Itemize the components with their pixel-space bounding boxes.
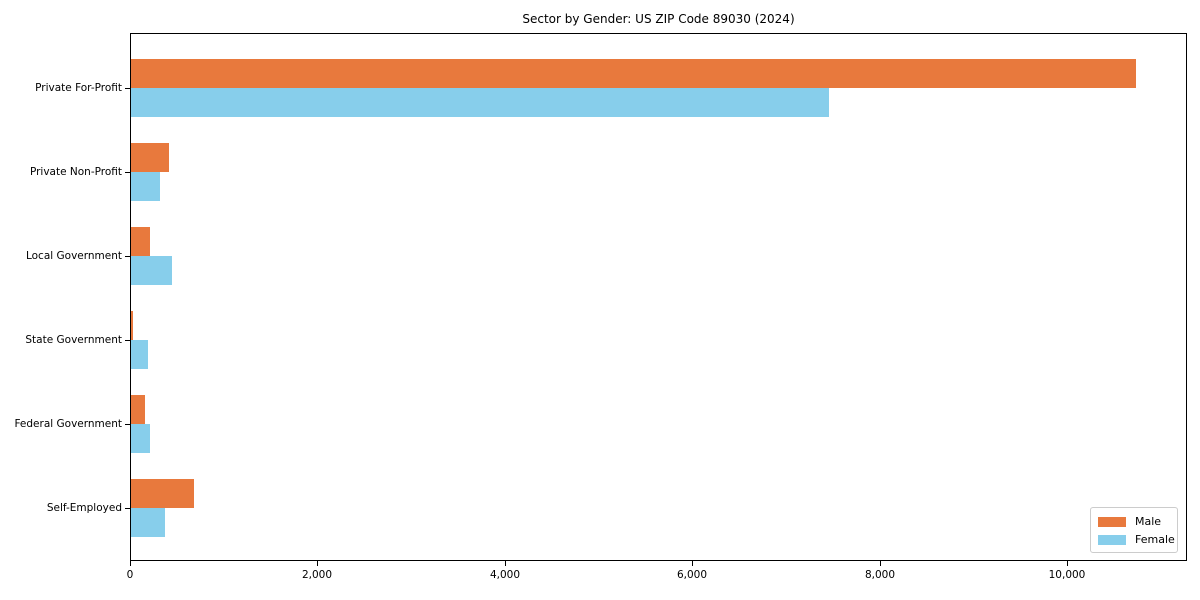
bar-female-federal-government (131, 424, 150, 453)
bar-male-federal-government (131, 395, 145, 424)
xtick-label-2000: 2,000 (301, 569, 333, 581)
ytick-mark-federal-government (125, 424, 130, 425)
bar-female-state-government (131, 340, 148, 369)
legend-label-male: Male (1135, 514, 1162, 528)
xtick-label-4000: 4,000 (489, 569, 521, 581)
bar-female-self-employed (131, 508, 165, 537)
xtick-mark-4000 (505, 561, 506, 566)
bar-male-self-employed (131, 479, 194, 508)
xtick-label-6000: 6,000 (676, 569, 708, 581)
xtick-mark-10000 (1067, 561, 1068, 566)
bar-male-private-non-profit (131, 143, 169, 172)
ytick-label-local-government: Local Government (25, 250, 122, 262)
xtick-mark-0 (130, 561, 131, 566)
ytick-label-state-government: State Government (25, 334, 122, 346)
ytick-mark-state-government (125, 340, 130, 341)
bar-male-local-government (131, 227, 150, 256)
legend-item-male: Male (1098, 514, 1170, 529)
male-color-swatch (1098, 516, 1126, 527)
plot-area (130, 33, 1187, 561)
xtick-label-8000: 8,000 (864, 569, 896, 581)
bar-female-local-government (131, 256, 172, 285)
ytick-mark-private-for-profit (125, 88, 130, 89)
xtick-label-10000: 10,000 (1048, 569, 1086, 581)
bar-male-state-government (131, 311, 133, 340)
xtick-mark-6000 (692, 561, 693, 566)
ytick-label-federal-government: Federal Government (14, 418, 122, 430)
xtick-mark-2000 (317, 561, 318, 566)
xtick-mark-8000 (880, 561, 881, 566)
female-color-swatch (1098, 534, 1126, 545)
chart-title: Sector by Gender: US ZIP Code 89030 (202… (522, 12, 795, 26)
ytick-mark-private-non-profit (125, 172, 130, 173)
legend-label-female: Female (1135, 532, 1175, 546)
legend-item-female: Female (1098, 532, 1175, 547)
ytick-label-private-non-profit: Private Non-Profit (29, 166, 122, 178)
legend: Male Female (1090, 507, 1178, 553)
ytick-label-self-employed: Self-Employed (46, 502, 122, 514)
xtick-label-0: 0 (126, 569, 134, 581)
ytick-mark-local-government (125, 256, 130, 257)
ytick-label-private-for-profit: Private For-Profit (35, 82, 122, 94)
bar-female-private-non-profit (131, 172, 160, 201)
bar-male-private-for-profit (131, 59, 1136, 88)
ytick-mark-self-employed (125, 508, 130, 509)
bar-female-private-for-profit (131, 88, 829, 117)
